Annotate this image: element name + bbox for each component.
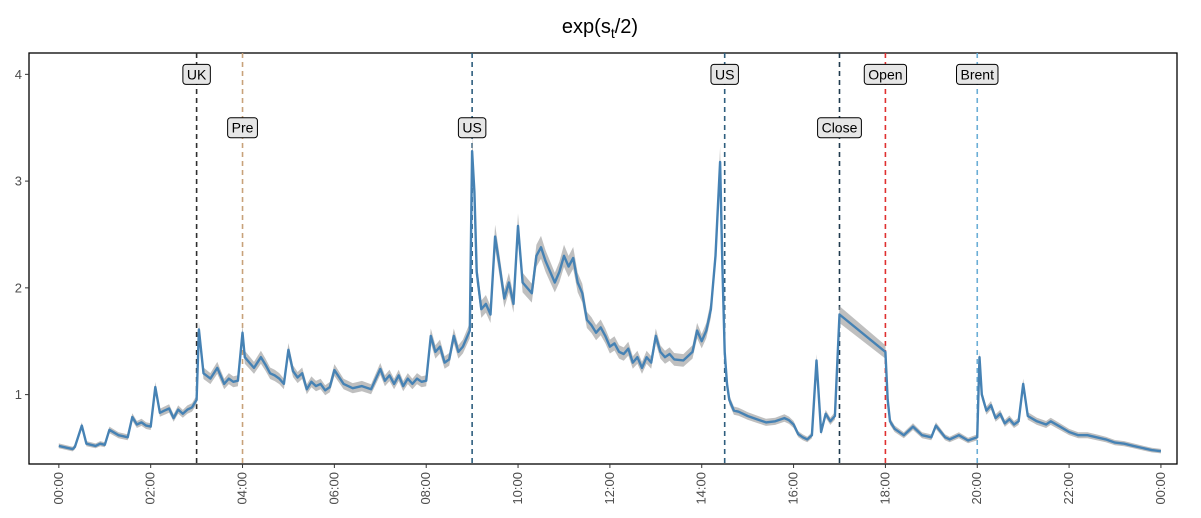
x-tick-label: 16:00 — [786, 472, 801, 505]
x-tick-label: 10:00 — [510, 472, 525, 505]
x-tick-label: 00:00 — [1153, 472, 1168, 505]
x-tick-label: 04:00 — [235, 472, 250, 505]
event-label-box — [710, 63, 739, 85]
event-label-text: Brent — [961, 66, 995, 82]
event-label-box — [817, 117, 862, 139]
x-tick-label: 12:00 — [602, 472, 617, 505]
event-label-text: UK — [187, 66, 207, 82]
event-label: US — [710, 63, 739, 85]
x-tick-label: 14:00 — [694, 472, 709, 505]
x-tick-label: 22:00 — [1061, 472, 1076, 505]
event-label-text: US — [462, 120, 481, 136]
x-tick-label: 02:00 — [143, 472, 158, 505]
plot-area: 1 2 3 4 00:00 02:00 04:00 06:00 08:00 10:00 12:00 1… — [15, 52, 1178, 505]
series-line — [58, 149, 1162, 453]
event-label: UK — [182, 63, 211, 85]
plot-border — [28, 52, 1178, 465]
event-label: Pre — [227, 117, 258, 139]
event-label-text: Open — [868, 66, 902, 82]
event-label-text: US — [715, 66, 734, 82]
x-tick-label: 00:00 — [51, 472, 66, 505]
chart-title: exp(st/2) — [562, 16, 638, 41]
y-tick-label: 4 — [15, 67, 22, 82]
x-tick-label: 06:00 — [326, 472, 341, 505]
event-label-box — [457, 117, 487, 139]
event-label-text: Pre — [232, 120, 254, 136]
event-label: Open — [863, 63, 908, 85]
x-tick-label: 18:00 — [877, 472, 892, 505]
event-label-box — [956, 63, 999, 85]
event-label: US — [457, 117, 487, 139]
event-label-box — [863, 63, 908, 85]
x-tick-label: 20:00 — [969, 472, 984, 505]
event-label: Close — [817, 117, 862, 139]
event-label-box — [182, 63, 211, 85]
y-tick-label: 2 — [15, 280, 22, 295]
confidence-band — [58, 135, 1161, 454]
event-label: Brent — [956, 63, 999, 85]
x-tick-label: 08:00 — [418, 472, 433, 505]
chart-title-subscript: t — [611, 25, 615, 41]
y-tick-label: 1 — [15, 387, 22, 402]
event-label-text: Close — [822, 120, 858, 136]
event-label-box — [227, 117, 258, 139]
y-tick-label: 3 — [15, 174, 22, 189]
